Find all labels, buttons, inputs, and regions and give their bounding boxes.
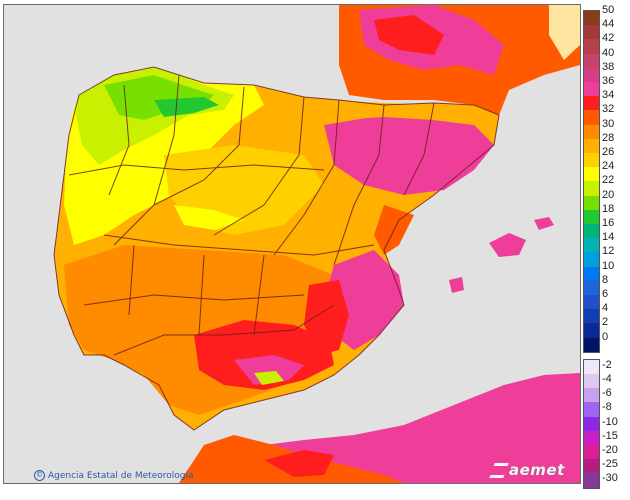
legend-label: 50 — [602, 4, 615, 16]
legend-swatch — [584, 430, 599, 445]
legend-label: 18 — [602, 202, 615, 215]
legend-label: -4 — [602, 373, 612, 385]
sierra-nevada — [254, 371, 284, 385]
mallorca — [489, 233, 526, 257]
legend-label: 22 — [602, 174, 615, 187]
aemet-logo: aemet — [489, 461, 565, 479]
legend-swatch — [584, 181, 599, 196]
legend-label: -15 — [602, 429, 618, 442]
legend-label: 16 — [602, 217, 615, 229]
legend-label: 8 — [602, 273, 609, 286]
legend-label: 38 — [602, 60, 615, 73]
mountains-cool — [104, 75, 214, 120]
murcia-red — [304, 280, 349, 355]
legend-swatch — [584, 373, 599, 389]
ibiza — [449, 277, 464, 293]
aemet-logo-text: aemet — [509, 461, 565, 479]
legend-label: 2 — [602, 316, 609, 329]
legend-swatch — [584, 209, 599, 224]
legend-swatch — [584, 359, 599, 374]
legend-label: -10 — [602, 415, 618, 428]
temperature-legend: 50 44 42 40 38 36 34 32 30 28 26 24 22 20 18 16 14 12 10 8 6… — [583, 5, 630, 490]
map-canvas — [53, 5, 580, 483]
legend-swatch — [584, 280, 599, 295]
legend-swatch — [584, 195, 599, 210]
ebro-hot — [324, 115, 494, 195]
legend-swatch — [584, 153, 599, 168]
legend-label: 44 — [602, 18, 615, 31]
legend-label: -30 — [602, 472, 618, 485]
legend-positive-scale — [583, 10, 600, 353]
legend-label: 10 — [602, 259, 615, 272]
province-borders — [53, 66, 500, 431]
pyrenees-mild — [324, 100, 474, 125]
legend-label: 4 — [602, 302, 609, 315]
legend-label: 26 — [602, 146, 615, 158]
aemet-logo-icon — [489, 462, 509, 478]
andalucia-red — [194, 320, 334, 390]
alps-pale — [549, 5, 580, 60]
legend-swatch — [584, 309, 599, 324]
legend-label: -8 — [602, 401, 612, 414]
legend-label: 14 — [602, 231, 615, 244]
legend-label: 36 — [602, 75, 615, 87]
credit-text: © Agencia Estatal de Meteorología — [34, 470, 194, 481]
legend-swatch — [584, 11, 599, 26]
legend-swatch — [584, 323, 599, 338]
legend-swatch — [584, 444, 599, 460]
granada-pink — [234, 355, 304, 385]
legend-negative-scale — [583, 358, 600, 489]
legend-label: 40 — [602, 46, 615, 59]
legend-label: 20 — [602, 188, 615, 201]
legend-swatch — [584, 388, 599, 403]
legend-swatch — [584, 224, 599, 239]
legend-swatch — [584, 459, 599, 474]
legend-swatch — [584, 473, 599, 488]
legend-label: 24 — [602, 160, 615, 173]
legend-label: 0 — [602, 330, 609, 343]
legend-swatch — [584, 124, 599, 139]
sistema-central — [174, 205, 244, 230]
legend-label: 12 — [602, 245, 615, 258]
africa-red — [264, 450, 334, 477]
legend-swatch — [584, 238, 599, 253]
copyright-icon: © — [34, 470, 45, 481]
legend-swatch — [584, 138, 599, 153]
legend-swatch — [584, 82, 599, 97]
legend-label: 6 — [602, 288, 609, 300]
legend-swatch — [584, 67, 599, 82]
temperature-map: © Agencia Estatal de Meteorología aemet — [3, 4, 581, 484]
legend-swatch — [584, 39, 599, 54]
legend-swatch — [584, 295, 599, 310]
legend-label: 28 — [602, 131, 615, 144]
legend-swatch — [584, 167, 599, 182]
legend-label: 32 — [602, 103, 615, 116]
legend-swatch — [584, 96, 599, 111]
legend-swatch — [584, 25, 599, 40]
legend-swatch — [584, 53, 599, 68]
legend-label: -2 — [602, 358, 612, 371]
legend-label: 30 — [602, 117, 615, 130]
legend-swatch — [584, 110, 599, 125]
france-red-zone — [374, 15, 444, 55]
legend-label: -25 — [602, 458, 618, 471]
legend-swatch — [584, 416, 599, 431]
legend-swatch — [584, 337, 599, 352]
legend-label: -6 — [602, 387, 612, 400]
legend-label: 42 — [602, 32, 615, 45]
legend-swatch — [584, 402, 599, 417]
legend-swatch — [584, 266, 599, 281]
legend-label: 34 — [602, 89, 615, 102]
menorca — [534, 217, 554, 230]
legend-swatch — [584, 252, 599, 267]
picos-teal — [154, 97, 219, 117]
legend-label: -20 — [602, 444, 618, 456]
credit-label: Agencia Estatal de Meteorología — [48, 470, 194, 481]
